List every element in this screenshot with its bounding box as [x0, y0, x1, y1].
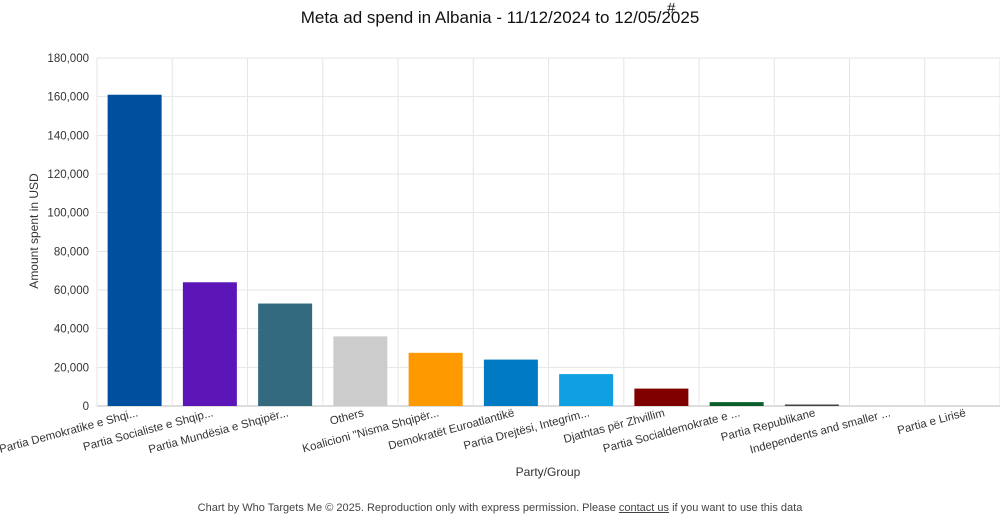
y-tick-label: 20,000 [54, 362, 89, 374]
bar[interactable] [784, 404, 839, 407]
y-tick-label: 140,000 [47, 130, 89, 142]
y-tick-label: 120,000 [47, 169, 89, 181]
x-axis-label: Party/Group [516, 465, 581, 479]
contact-us-link[interactable]: contact us [618, 502, 670, 514]
title-mark[interactable]: # [667, 0, 676, 17]
chart-title: Meta ad spend in Albania - 11/12/2024 to… [300, 8, 700, 27]
y-tick-label: 160,000 [47, 92, 89, 104]
bar[interactable] [559, 374, 614, 406]
bar[interactable] [333, 336, 388, 406]
y-tick-label: 80,000 [54, 246, 89, 258]
bar-layer [107, 94, 839, 407]
x-tick-label: Others [329, 407, 366, 428]
y-tick-label: 40,000 [54, 324, 89, 336]
bar[interactable] [483, 359, 538, 406]
y-tick-label: 100,000 [47, 208, 89, 220]
footer-text-before: Chart by Who Targets Me © 2025. Reproduc… [197, 502, 619, 514]
x-tick-label: Partia Drejtësi, Integrim... [462, 407, 590, 452]
bar[interactable] [634, 388, 689, 406]
x-tick-label: Partia Mundësia e Shqipër... [147, 407, 290, 456]
y-tick-label: 180,000 [47, 53, 89, 65]
bar[interactable] [408, 352, 463, 406]
y-tick-label: 0 [83, 401, 89, 413]
bar[interactable] [182, 282, 237, 406]
y-tick-label: 60,000 [54, 285, 89, 297]
x-tick-label: Partia e Lirisë [896, 407, 967, 437]
y-axis-label: Amount spent in USD [27, 173, 41, 289]
footer-text-after: if you want to use this data [669, 502, 803, 514]
x-tick-label: Demokratët Euroatlantikë [387, 407, 515, 452]
footer-credit: Chart by Who Targets Me © 2025. Reproduc… [0, 502, 1000, 514]
bar[interactable] [258, 303, 313, 406]
x-tick-label: Independents and smaller ... [749, 407, 892, 456]
y-tick-layer: 0 20,000 40,000 60,000 80,000 100,000 120,000 1… [47, 53, 89, 413]
x-tick-layer: Partia Demokratike e Shqi...Partia Socia… [0, 407, 967, 456]
bar[interactable] [709, 402, 764, 406]
grid-layer [96, 57, 1000, 407]
bar[interactable] [107, 94, 162, 406]
